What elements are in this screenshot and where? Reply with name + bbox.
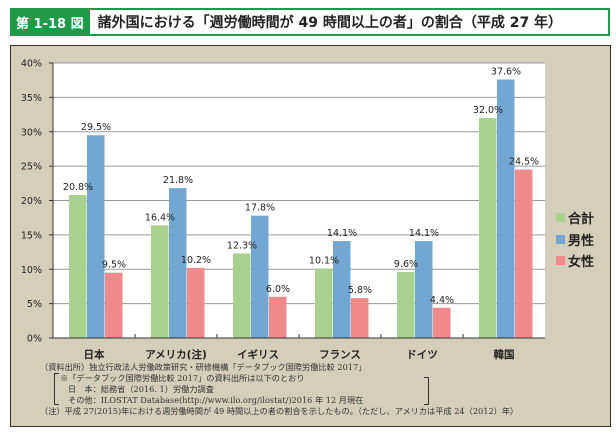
y-axis-ticks: 0% 5% 10% 15% 20% 25% 30% 35% 40% [21,59,42,345]
y-tick-label: 5% [27,299,42,310]
bar-male [497,79,515,338]
x-tick-label: ドイツ [406,349,438,361]
data-label-total: 12.3% [227,240,257,251]
remark-note: （注）平成 27(2015)年における週労働時間が 49 時間以上の者の割合を示… [40,406,519,416]
data-label-male: 37.6% [491,67,521,78]
data-label-total: 9.6% [394,259,418,270]
data-label-female: 24.5% [509,157,539,168]
bracket-right [424,377,429,405]
data-labels: 20.8% 29.5% 9.5% 16.4% 21.8% 10.2% 12.3% 17.8% 6… [63,67,539,306]
bar-female [187,267,205,338]
bar-female [515,169,533,338]
bar-female [433,307,451,338]
bar-total [69,195,87,338]
bar-total [479,118,497,338]
figure-number: 第 1-18 図 [10,10,90,34]
footnotes: （資料出所）独立行政法人労働政策研究・研修機構「データブック国際労働比較 201… [40,362,518,417]
data-label-female: 9.5% [102,260,126,271]
data-label-female: 5.8% [348,285,372,296]
legend-item-total: 合計 [556,207,594,229]
data-label-female: 6.0% [266,284,290,295]
data-label-female: 10.2% [181,255,211,266]
bar-female [351,298,369,338]
bar-total [151,225,169,338]
figure-title-bar: 第 1-18 図 諸外国における「週労働時間が 49 時間以上の者」の割合（平成… [10,8,610,36]
figure-title: 諸外国における「週労働時間が 49 時間以上の者」の割合（平成 27 年） [97,15,563,31]
x-tick-label: フランス [319,349,361,361]
bar-male [415,241,433,338]
data-label-total: 16.4% [145,212,175,223]
source-sub-note-3: その他：ILOSTAT Database(http://www.ilo.org/… [68,395,364,405]
legend-label-male: 男性 [568,233,595,249]
data-label-total: 10.1% [309,256,339,267]
y-tick-label: 10% [21,265,42,276]
bar-female [269,296,287,338]
y-tick-label: 30% [21,127,42,138]
gridlines [49,62,545,339]
data-label-male: 17.8% [245,203,275,214]
data-label-male: 14.1% [409,228,439,239]
bar-male [87,135,105,338]
bar-total [233,253,251,338]
y-tick-label: 40% [21,59,42,70]
data-label-total: 32.0% [473,105,503,116]
legend-swatch-male [556,234,565,244]
y-tick-label: 0% [27,334,42,345]
data-label-male: 21.8% [163,175,193,186]
bar-total [397,272,415,338]
legend-item-male: 男性 [556,229,594,251]
legend: 合計 男性 女性 [556,207,594,272]
bracket-left [54,373,59,405]
source-sub-note-2: 日 本：総務省（2016. 1）労働力調査 [68,384,214,394]
x-tick-label: アメリカ(注) [145,348,207,361]
y-tick-label: 20% [21,196,42,207]
legend-label-female: 女性 [568,255,595,271]
x-tick-label: 韓国 [494,348,515,361]
bar-total [315,268,333,338]
data-label-male: 29.5% [81,122,111,133]
data-label-male: 14.1% [327,228,357,239]
legend-swatch-female [556,256,565,266]
x-tick-label: 日本 [84,348,105,361]
legend-item-female: 女性 [556,250,594,272]
source-sub-note-1: ※「データブック国際労働比較 2017」の資料出所は以下のとおり [60,373,305,383]
data-label-female: 4.4% [430,295,454,306]
bar-female [105,272,123,338]
x-tick-label: イギリス [237,348,279,361]
bar-male [333,241,351,338]
bar-male [169,188,187,338]
y-tick-label: 35% [21,93,42,104]
data-label-total: 20.8% [63,182,93,193]
legend-swatch-total [556,213,565,223]
y-tick-label: 15% [21,230,42,241]
bar-male [251,215,269,338]
bars [69,79,533,338]
legend-label-total: 合計 [568,212,595,228]
y-tick-label: 25% [21,162,42,173]
source-note: （資料出所）独立行政法人労働政策研究・研修機構「データブック国際労働比較 201… [40,362,367,372]
x-axis-ticks: 日本 アメリカ(注) イギリス フランス ドイツ 韓国 [84,334,515,361]
